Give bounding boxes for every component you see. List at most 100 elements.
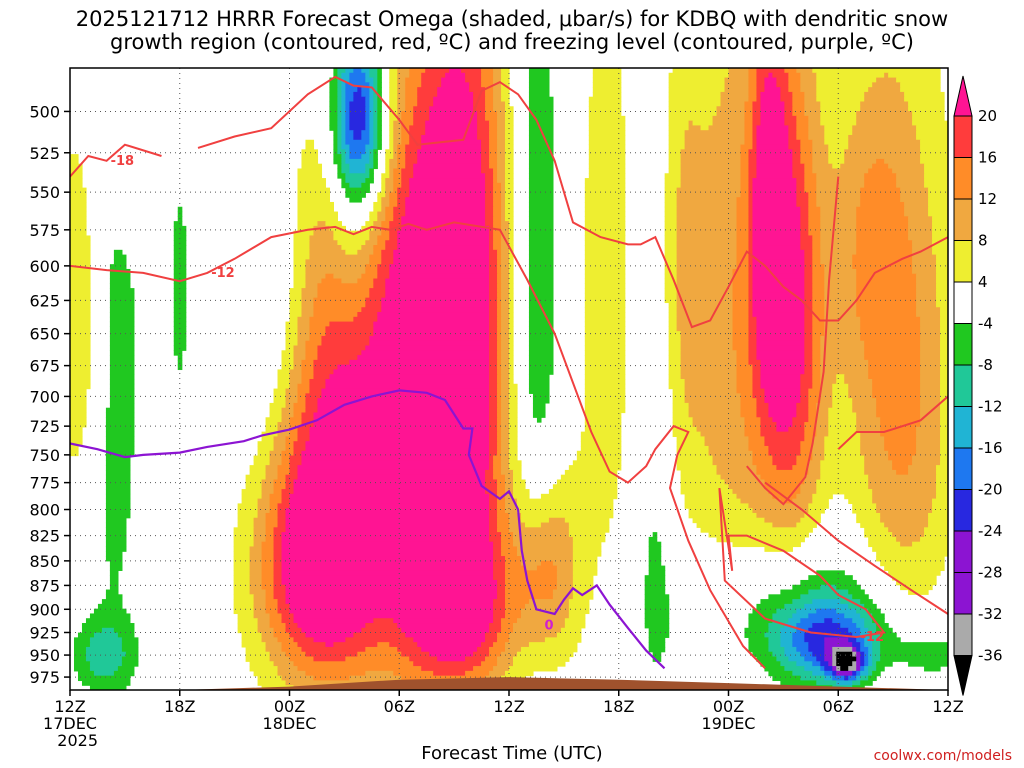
omega-cell bbox=[317, 407, 490, 414]
omega-cell bbox=[489, 273, 498, 280]
omega-cell bbox=[940, 388, 948, 394]
omega-cell bbox=[273, 556, 283, 562]
omega-cell bbox=[668, 72, 730, 79]
omega-cell bbox=[856, 216, 909, 222]
omega-cell bbox=[337, 91, 342, 98]
omega-cell bbox=[668, 168, 682, 174]
omega-cell bbox=[365, 163, 374, 170]
omega-cell bbox=[113, 259, 127, 265]
omega-cell bbox=[528, 77, 550, 83]
omega-cell bbox=[301, 297, 315, 304]
omega-cell bbox=[493, 68, 502, 74]
omega-cell bbox=[676, 206, 738, 213]
omega-cell bbox=[417, 87, 438, 93]
omega-cell bbox=[852, 632, 861, 638]
omega-cell bbox=[768, 407, 797, 414]
omega-cell bbox=[848, 637, 857, 643]
omega-cell bbox=[824, 321, 861, 327]
colorbar-box bbox=[953, 364, 973, 407]
omega-cell bbox=[804, 307, 813, 313]
omega-cell bbox=[760, 115, 785, 122]
omega-cell bbox=[489, 230, 494, 237]
omega-cell bbox=[584, 192, 626, 198]
omega-cell bbox=[501, 312, 510, 318]
omega-cell bbox=[804, 436, 813, 442]
omega-cell bbox=[489, 422, 498, 428]
omega-cell bbox=[664, 206, 678, 213]
omega-cell bbox=[820, 369, 869, 375]
omega-cell bbox=[584, 273, 626, 280]
omega-cell bbox=[70, 225, 87, 232]
omega-cell bbox=[744, 101, 754, 107]
omega-cell bbox=[325, 379, 490, 385]
omega-cell bbox=[505, 178, 514, 184]
omega-cell bbox=[528, 388, 550, 394]
omega-cell bbox=[804, 355, 813, 361]
omega-cell bbox=[289, 431, 299, 438]
omega-cell bbox=[780, 661, 797, 667]
omega-cell bbox=[361, 350, 490, 356]
omega-cell bbox=[177, 206, 183, 213]
omega-cell bbox=[792, 465, 809, 471]
omega-cell bbox=[764, 393, 801, 399]
omega-cell bbox=[497, 431, 502, 438]
omega-cell bbox=[509, 326, 514, 332]
omega-cell bbox=[377, 312, 490, 318]
omega-cell bbox=[285, 474, 299, 481]
omega-cell bbox=[756, 96, 762, 103]
omega-cell bbox=[281, 646, 303, 653]
omega-cell bbox=[804, 268, 813, 275]
omega-cell bbox=[341, 278, 358, 284]
omega-cell bbox=[528, 192, 554, 198]
omega-cell bbox=[860, 656, 865, 662]
omega-cell bbox=[501, 469, 514, 476]
omega-cell bbox=[105, 465, 131, 471]
omega-cell bbox=[824, 445, 861, 452]
omega-cell bbox=[584, 221, 626, 227]
omega-cell bbox=[864, 618, 873, 624]
omega-cell bbox=[497, 579, 506, 586]
omega-cell bbox=[528, 235, 554, 241]
omega-cell bbox=[564, 517, 610, 524]
omega-cell bbox=[85, 656, 123, 662]
omega-cell bbox=[912, 111, 945, 117]
omega-cell bbox=[261, 632, 275, 638]
omega-cell bbox=[528, 307, 554, 313]
colorbar-label: 20 bbox=[978, 107, 997, 125]
omega-cell bbox=[501, 206, 506, 213]
omega-cell bbox=[676, 245, 738, 251]
omega-cell bbox=[273, 546, 283, 552]
omega-cell bbox=[109, 273, 131, 280]
omega-cell bbox=[309, 249, 346, 256]
omega-cell bbox=[800, 221, 809, 227]
omega-cell bbox=[528, 139, 554, 146]
omega-cell bbox=[301, 450, 490, 457]
omega-cell bbox=[365, 144, 374, 150]
omega-cell bbox=[868, 364, 921, 371]
omega-cell bbox=[856, 211, 905, 217]
omega-cell bbox=[173, 245, 187, 251]
omega-cell bbox=[497, 450, 502, 457]
omega-cell bbox=[808, 646, 825, 653]
omega-cell bbox=[297, 426, 311, 433]
omega-cell bbox=[676, 254, 738, 260]
omega-cell bbox=[489, 312, 498, 318]
omega-cell bbox=[672, 402, 690, 409]
omega-cell bbox=[281, 417, 291, 423]
omega-cell bbox=[588, 106, 622, 112]
omega-cell bbox=[501, 201, 506, 208]
omega-cell bbox=[509, 225, 514, 232]
omega-cell bbox=[932, 503, 948, 509]
omega-cell bbox=[505, 216, 514, 222]
omega-cell bbox=[345, 101, 350, 107]
omega-cell bbox=[704, 441, 750, 447]
colorbar-label: -28 bbox=[978, 564, 1003, 582]
omega-cell bbox=[241, 489, 263, 495]
omega-cell bbox=[273, 560, 283, 567]
omega-cell bbox=[680, 489, 734, 495]
omega-cell bbox=[293, 235, 311, 241]
omega-cell bbox=[173, 273, 187, 280]
omega-cell bbox=[648, 627, 670, 634]
omega-cell bbox=[916, 297, 937, 304]
omega-cell bbox=[409, 68, 426, 74]
